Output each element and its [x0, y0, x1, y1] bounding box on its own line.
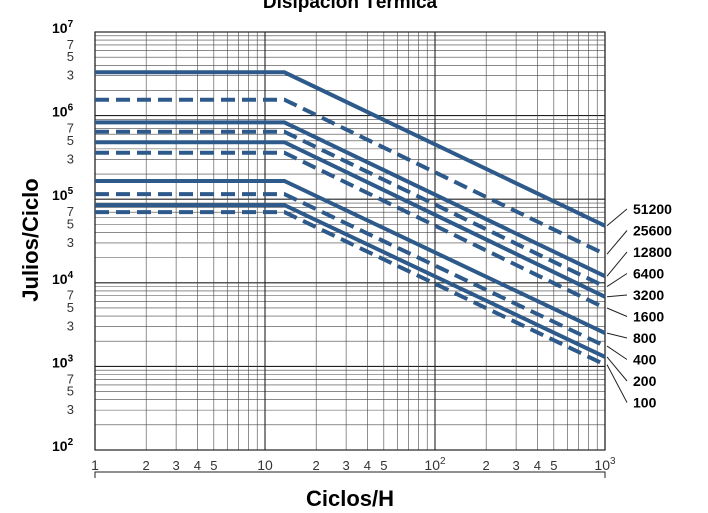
chart-title: Disipación Térmica — [263, 0, 438, 13]
x-axis-label: Ciclos/H — [306, 486, 394, 511]
x-tick-label: 5 — [550, 458, 557, 473]
x-tick-label: 2 — [313, 458, 320, 473]
series-label-25600: 25600 — [633, 223, 672, 239]
y-tick-label: 7 — [67, 37, 74, 52]
series-label-6400: 6400 — [633, 266, 664, 282]
y-tick-label: 3 — [67, 68, 74, 83]
y-tick-label: 7 — [67, 288, 74, 303]
series-lines — [95, 70, 606, 367]
y-tick-label: 7 — [67, 371, 74, 386]
x-tick-label: 103 — [594, 456, 616, 473]
plot-frame — [94, 31, 606, 451]
y-tick-label: 5 — [67, 133, 74, 148]
series-leader-line — [606, 230, 628, 255]
y-tick-label: 103 — [52, 353, 74, 370]
series-leader-line — [606, 251, 628, 277]
series-label-400: 400 — [633, 352, 657, 368]
y-tick-label: 105 — [52, 186, 74, 203]
series-label-3200: 3200 — [633, 287, 664, 303]
series-line-1600 — [95, 150, 606, 310]
y-tick-label: 5 — [67, 300, 74, 315]
series-leader-line — [606, 345, 628, 360]
series-line-25600 — [95, 97, 606, 257]
y-tick-label: 3 — [67, 319, 74, 334]
series-label-51200: 51200 — [633, 201, 672, 217]
series-leader-line — [606, 356, 628, 382]
series-label-1600: 1600 — [633, 309, 664, 325]
series-line-800 — [95, 179, 606, 335]
y-tick-label: 106 — [52, 103, 74, 120]
series-line-51200 — [95, 70, 606, 228]
x-axis-ticks: 1 2 3 4 5 10 2 3 4 5 102 2 3 4 5 103 — [91, 456, 616, 473]
series-label-100: 100 — [633, 395, 657, 411]
x-tick-label: 10 — [257, 457, 273, 473]
y-tick-label: 102 — [52, 437, 74, 454]
series-labels: 51200 25600 12800 6400 3200 1600 800 400 200 100 — [606, 201, 672, 411]
x-tick-label: 102 — [424, 456, 446, 473]
series-line-3200 — [95, 140, 606, 299]
y-tick-label: 7 — [67, 121, 74, 136]
x-tick-label: 1 — [91, 457, 99, 473]
y-tick-label: 5 — [67, 384, 74, 399]
y-tick-label: 3 — [67, 235, 74, 250]
x-tick-label: 3 — [172, 458, 179, 473]
y-axis-label: Julios/Ciclo — [18, 178, 43, 301]
x-tick-label: 4 — [534, 458, 541, 473]
series-label-800: 800 — [633, 330, 657, 346]
series-leader-line — [606, 273, 628, 288]
y-tick-label: 3 — [67, 402, 74, 417]
y-tick-label: 104 — [52, 270, 74, 287]
y-tick-label: 3 — [67, 151, 74, 166]
y-tick-label: 7 — [67, 204, 74, 219]
series-line-6400 — [95, 129, 606, 289]
series-leader-line — [606, 307, 628, 317]
series-line-12800 — [95, 120, 606, 279]
series-label-12800: 12800 — [633, 244, 672, 260]
x-tick-label: 3 — [512, 458, 519, 473]
series-label-200: 200 — [633, 373, 657, 389]
x-tick-label: 3 — [342, 458, 349, 473]
series-leader-line — [606, 332, 628, 339]
y-tick-label: 5 — [67, 216, 74, 231]
x-tick-label: 4 — [194, 458, 201, 473]
y-tick-label: 5 — [67, 49, 74, 64]
series-line-200 — [95, 203, 606, 359]
x-tick-label: 5 — [380, 458, 387, 473]
x-axis-bracket — [94, 471, 606, 478]
series-line-400 — [95, 192, 606, 348]
x-tick-label: 4 — [364, 458, 371, 473]
x-tick-label: 2 — [483, 458, 490, 473]
series-leader-line — [606, 208, 628, 227]
series-leader-line — [606, 294, 628, 298]
y-tick-label: 107 — [52, 19, 74, 36]
series-leader-line — [606, 364, 628, 403]
x-tick-label: 5 — [210, 458, 217, 473]
series-line-100 — [95, 210, 606, 367]
x-tick-label: 2 — [143, 458, 150, 473]
